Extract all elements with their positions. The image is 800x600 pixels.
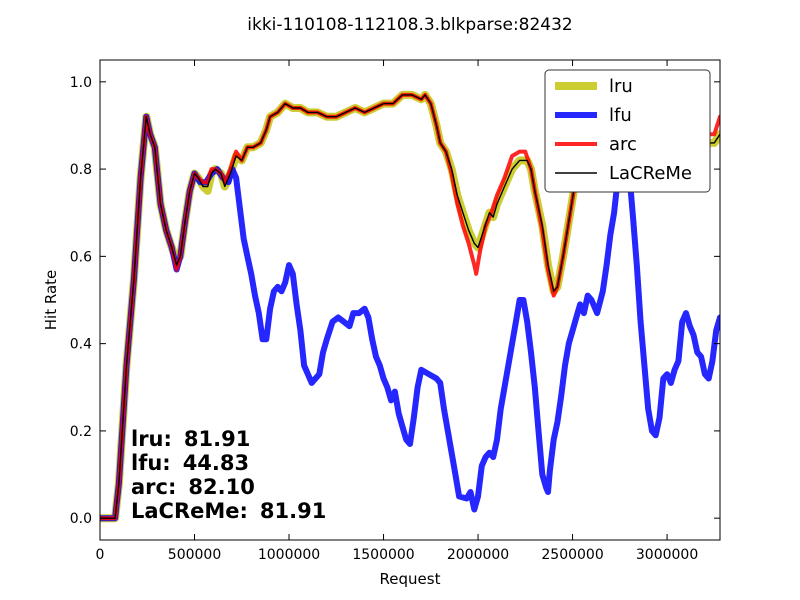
- y-axis-title: Hit Rate: [42, 270, 60, 331]
- ticks-layer: 0 500000 1000000 1500000 2000000 2500000 30000…: [70, 60, 720, 563]
- legend-label-arc: arc: [609, 134, 637, 155]
- chart-title: ikki-110108-112108.3.blkparse:82432: [247, 15, 573, 35]
- annotation-lru: lru: 81.91: [131, 427, 250, 451]
- legend-label-lacreme: LaCReMe: [609, 163, 692, 184]
- y-tick-label: 0.6: [70, 249, 92, 265]
- legend-label-lru: lru: [609, 76, 633, 97]
- annotation-label: lfu:: [131, 451, 171, 475]
- annotation-label: lru:: [131, 427, 172, 451]
- legend-box: [544, 69, 711, 193]
- annotation-label: arc:: [131, 475, 176, 499]
- x-tick-label: 3000000: [636, 547, 698, 563]
- legend-label-lfu: lfu: [609, 105, 632, 126]
- y-tick-label: 0.8: [70, 162, 92, 178]
- annotation-lfu: lfu: 44.83: [131, 451, 249, 475]
- annotation-arc: arc: 82.10: [131, 475, 255, 499]
- y-tick-label: 0.0: [70, 511, 92, 527]
- annotation-value: 82.10: [188, 475, 254, 499]
- annotation-lacreme: LaCReMe: 81.91: [131, 499, 326, 523]
- x-axis-title: Request: [380, 570, 441, 588]
- annotation-value: 44.83: [183, 451, 249, 475]
- y-tick-label: 1.0: [70, 75, 92, 91]
- annotation-value: 81.91: [184, 427, 250, 451]
- x-tick-label: 2500000: [541, 547, 603, 563]
- y-tick-label: 0.4: [70, 337, 92, 353]
- annotation-value: 81.91: [260, 499, 326, 523]
- x-tick-label: 1000000: [258, 547, 320, 563]
- legend: lru lfu arc LaCReMe: [544, 69, 711, 193]
- annotation-label: LaCReMe:: [131, 499, 248, 523]
- x-tick-label: 500000: [168, 547, 221, 563]
- y-tick-label: 0.2: [70, 424, 92, 440]
- x-tick-label: 1500000: [352, 547, 414, 563]
- plot-frame: [99, 59, 721, 541]
- x-tick-label: 2000000: [447, 547, 509, 563]
- x-tick-label: 0: [96, 547, 105, 563]
